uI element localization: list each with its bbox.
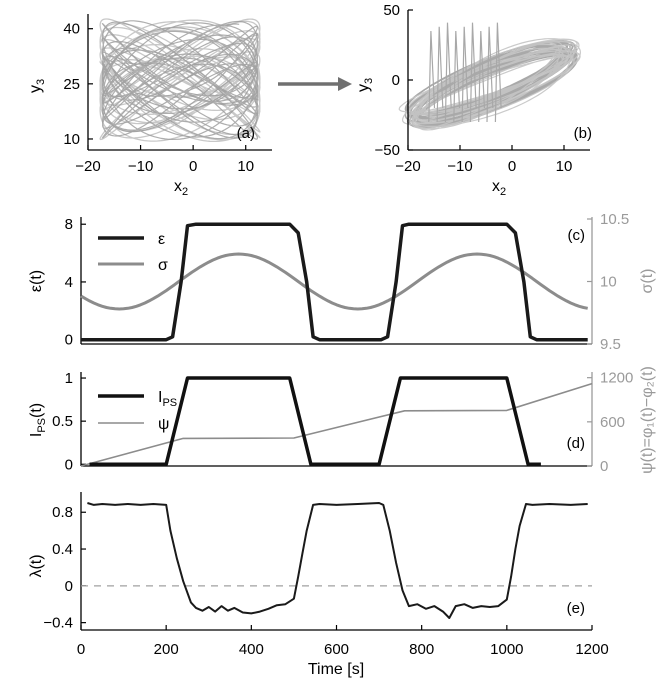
legend-epsilon: ε xyxy=(158,231,165,248)
y-tick-label: 40 xyxy=(63,21,80,38)
panel-a-trajectory xyxy=(99,18,261,143)
panel-b-label: (b) xyxy=(574,125,592,142)
trajectory-spike xyxy=(494,22,502,123)
x-tick-label: 10 xyxy=(556,158,573,175)
panel-c-label: (c) xyxy=(568,227,586,244)
trajectory-curve xyxy=(101,20,259,141)
arrow-a-to-b xyxy=(278,77,352,91)
y-right-tick-label: 9.5 xyxy=(600,336,621,353)
y-right-tick-label: 1200 xyxy=(600,370,633,387)
y-right-tick-label: 0 xyxy=(600,458,608,475)
epsilon-line xyxy=(81,222,588,342)
y-right-tick-label: 10 xyxy=(600,274,617,291)
legend-psi: ψ xyxy=(158,416,169,433)
x-tick-label: 800 xyxy=(409,641,434,658)
x-tick-label: 0 xyxy=(77,641,85,658)
legend-ips: IPS xyxy=(158,389,177,409)
panel-d-ylabel-right: ψ(t)=φ₁(t)−φ₂(t) xyxy=(639,366,656,474)
panel-c-ylabel: ε(t) xyxy=(28,270,45,292)
x-tick-label: 400 xyxy=(239,641,264,658)
y-tick-label: 1 xyxy=(65,370,73,387)
x-tick-label: −20 xyxy=(395,158,420,175)
psi-line xyxy=(80,382,593,467)
panel-d-ylabel: IPS(t) xyxy=(28,403,48,437)
panel-d: 0 0.5 1 0 600 1200 IPS(t) ψ(t)=φ₁(t)−φ₂(t) (… xyxy=(28,366,656,475)
panel-c-ylabel-right: σ(t) xyxy=(639,269,656,294)
y-tick-label: 50 xyxy=(383,2,400,19)
y-tick-label: 0 xyxy=(65,456,73,473)
trajectory-curve xyxy=(398,38,582,131)
x-tick-label: 200 xyxy=(154,641,179,658)
panel-b-ylabel: y3 xyxy=(355,78,375,92)
y-tick-label: 0 xyxy=(65,578,73,595)
x-tick-label: 1000 xyxy=(490,641,523,658)
panel-a-label: (a) xyxy=(237,125,255,142)
trajectory-spike xyxy=(444,22,452,123)
panel-e-xlabel: Time [s] xyxy=(308,661,364,678)
y-tick-label: 0 xyxy=(392,72,400,89)
y-right-tick-label: 10.5 xyxy=(600,211,629,228)
y-tick-label: −0.4 xyxy=(43,615,73,632)
y-tick-label: 25 xyxy=(63,76,80,93)
ips-line xyxy=(89,376,541,467)
trajectory-spike xyxy=(453,30,461,123)
x-tick-label: 0 xyxy=(508,158,516,175)
y-tick-label: 0.4 xyxy=(52,541,73,558)
sigma-line xyxy=(80,252,588,311)
panel-d-label: (d) xyxy=(567,435,585,452)
panel-e-label: (e) xyxy=(567,600,585,617)
trajectory-spike xyxy=(461,26,469,123)
panel-c-legend: ε σ xyxy=(98,231,168,274)
x-tick-label: 600 xyxy=(324,641,349,658)
panel-a: 10 25 40 −20 −10 0 10 y3 x2 (a) xyxy=(27,14,272,198)
trajectory-spike xyxy=(428,30,436,123)
panel-a-xlabel: x2 xyxy=(174,178,188,198)
y-tick-label: 4 xyxy=(65,274,73,291)
x-tick-label: 0 xyxy=(189,158,197,175)
y-tick-label: 0.8 xyxy=(52,504,73,521)
x-tick-label: −10 xyxy=(128,158,153,175)
legend-sigma: σ xyxy=(158,257,168,274)
x-tick-label: 10 xyxy=(237,158,254,175)
y-right-tick-label: 600 xyxy=(600,414,625,431)
panel-b-trajectory xyxy=(398,22,582,131)
y-tick-label: 8 xyxy=(65,216,73,233)
x-tick-label: −10 xyxy=(447,158,472,175)
panel-d-legend: IPS ψ xyxy=(98,389,177,433)
x-tick-label: −20 xyxy=(75,158,100,175)
y-tick-label: −50 xyxy=(375,142,400,159)
lambda-line xyxy=(87,502,588,619)
trajectory-spike xyxy=(436,26,444,123)
trajectory-spike xyxy=(469,22,477,123)
panel-e-ylabel: λ(t) xyxy=(28,554,45,577)
y-tick-label: 10 xyxy=(63,131,80,148)
y-tick-label: 0.5 xyxy=(52,413,73,430)
panel-a-ylabel: y3 xyxy=(27,79,47,93)
y-tick-label: 0 xyxy=(65,332,73,349)
panel-b-xlabel: x2 xyxy=(492,178,506,198)
trajectory-spike xyxy=(486,26,494,123)
panel-e: −0.400.40.8 0 200 400 600 800 1000 1200 λ(t) T… xyxy=(28,492,609,678)
panel-c: 0 4 8 9.5 10 10.5 ε(t) σ(t) (c) ε σ xyxy=(28,211,656,353)
trajectory-spike xyxy=(478,30,485,123)
x-tick-label: 1200 xyxy=(575,641,608,658)
panel-b: −50 0 50 −20 −10 0 10 y3 x2 (b) xyxy=(355,2,592,198)
